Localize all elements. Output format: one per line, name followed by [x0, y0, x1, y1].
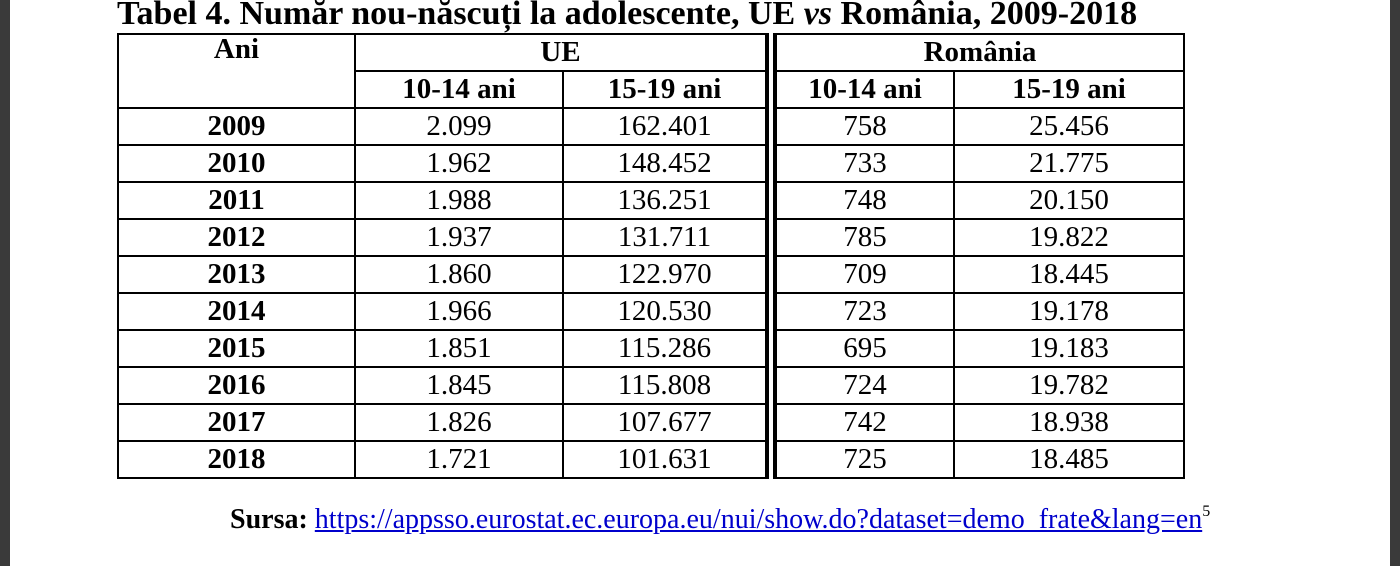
ue-10-14-cell: 1.826 [354, 403, 564, 442]
ue-10-14-cell: 1.845 [354, 366, 564, 405]
header-group-romania: România [765, 33, 1185, 72]
ro-10-14-cell: 785 [765, 218, 955, 257]
ue-15-19-cell: 162.401 [562, 107, 772, 146]
year-cell: 2012 [117, 218, 356, 257]
ue-10-14-cell: 1.988 [354, 181, 564, 220]
ro-15-19-cell: 19.782 [953, 366, 1185, 405]
source-label: Sursa: [230, 504, 308, 535]
year-cell: 2017 [117, 403, 356, 442]
table-row: 2018 1.721 101.631 725 18.485 [117, 440, 1185, 479]
ue-15-19-cell: 148.452 [562, 144, 772, 183]
ue-15-19-cell: 120.530 [562, 292, 772, 331]
table-row: 2012 1.937 131.711 785 19.822 [117, 218, 1185, 257]
ro-10-14-cell: 723 [765, 292, 955, 331]
ro-15-19-cell: 25.456 [953, 107, 1185, 146]
ue-15-19-cell: 107.677 [562, 403, 772, 442]
ue-15-19-cell: 115.808 [562, 366, 772, 405]
header-row-groups: Ani UE România [117, 33, 1185, 109]
ro-10-14-cell: 748 [765, 181, 955, 220]
table-row: 2015 1.851 115.286 695 19.183 [117, 329, 1185, 368]
ro-10-14-cell: 709 [765, 255, 955, 294]
table-row: 2014 1.966 120.530 723 19.178 [117, 292, 1185, 331]
table-row: 2010 1.962 148.452 733 21.775 [117, 144, 1185, 183]
header-ro-10-14: 10-14 ani [765, 70, 955, 109]
ue-10-14-cell: 1.860 [354, 255, 564, 294]
ro-15-19-cell: 18.445 [953, 255, 1185, 294]
ue-10-14-cell: 2.099 [354, 107, 564, 146]
ue-15-19-cell: 115.286 [562, 329, 772, 368]
ro-10-14-cell: 742 [765, 403, 955, 442]
header-ro-15-19: 15-19 ani [953, 70, 1185, 109]
ro-10-14-cell: 758 [765, 107, 955, 146]
ue-15-19-cell: 136.251 [562, 181, 772, 220]
ro-10-14-cell: 725 [765, 440, 955, 479]
year-cell: 2018 [117, 440, 356, 479]
ro-15-19-cell: 18.938 [953, 403, 1185, 442]
header-row-ages: 10-14 ani 15-19 ani 10-14 ani 15-19 ani [118, 70, 1185, 109]
source-link[interactable]: https://appsso.eurostat.ec.europa.eu/nui… [314, 504, 1203, 535]
source-note: Sursa: https://appsso.eurostat.ec.europa… [230, 503, 1210, 536]
ue-15-19-cell: 101.631 [562, 440, 772, 479]
table-title: Tabel 4. Număr nou-născuți la adolescent… [117, 0, 1137, 34]
year-cell: 2010 [117, 144, 356, 183]
viewer-right-edge [1390, 0, 1400, 566]
table-row: 2013 1.860 122.970 709 18.445 [117, 255, 1185, 294]
title-suffix: România, 2009-2018 [832, 0, 1138, 32]
table-row: 2016 1.845 115.808 724 19.782 [117, 366, 1185, 405]
births-table: Ani UE România 10-14 ani 15-19 ani 10-14… [117, 33, 1185, 479]
ue-10-14-cell: 1.937 [354, 218, 564, 257]
header-ue-15-19: 15-19 ani [562, 70, 772, 109]
ro-15-19-cell: 18.485 [953, 440, 1185, 479]
ro-15-19-cell: 21.775 [953, 144, 1185, 183]
ro-10-14-cell: 695 [765, 329, 955, 368]
header-ue-10-14: 10-14 ani [354, 70, 564, 109]
title-prefix: Tabel 4. Număr nou-născuți la adolescent… [117, 0, 804, 32]
ue-15-19-cell: 122.970 [562, 255, 772, 294]
table-row: 2009 2.099 162.401 758 25.456 [117, 107, 1185, 146]
table-row: 2017 1.826 107.677 742 18.938 [117, 403, 1185, 442]
ue-10-14-cell: 1.966 [354, 292, 564, 331]
ro-15-19-cell: 20.150 [953, 181, 1185, 220]
year-cell: 2015 [117, 329, 356, 368]
ue-15-19-cell: 131.711 [562, 218, 772, 257]
ue-10-14-cell: 1.721 [354, 440, 564, 479]
year-cell: 2009 [117, 107, 356, 146]
footnote-marker: 5 [1202, 503, 1211, 520]
ro-15-19-cell: 19.822 [953, 218, 1185, 257]
header-group-ue: UE [354, 33, 772, 72]
title-vs: vs [803, 0, 833, 32]
ro-15-19-cell: 19.183 [953, 329, 1185, 368]
ro-10-14-cell: 733 [765, 144, 955, 183]
header-year: Ani [117, 33, 356, 109]
ro-15-19-cell: 19.178 [953, 292, 1185, 331]
year-cell: 2011 [117, 181, 356, 220]
ue-10-14-cell: 1.851 [354, 329, 564, 368]
year-cell: 2013 [117, 255, 356, 294]
ro-10-14-cell: 724 [765, 366, 955, 405]
table-row: 2011 1.988 136.251 748 20.150 [117, 181, 1185, 220]
year-cell: 2016 [117, 366, 356, 405]
viewer-left-edge [0, 0, 10, 566]
ue-10-14-cell: 1.962 [354, 144, 564, 183]
year-cell: 2014 [117, 292, 356, 331]
